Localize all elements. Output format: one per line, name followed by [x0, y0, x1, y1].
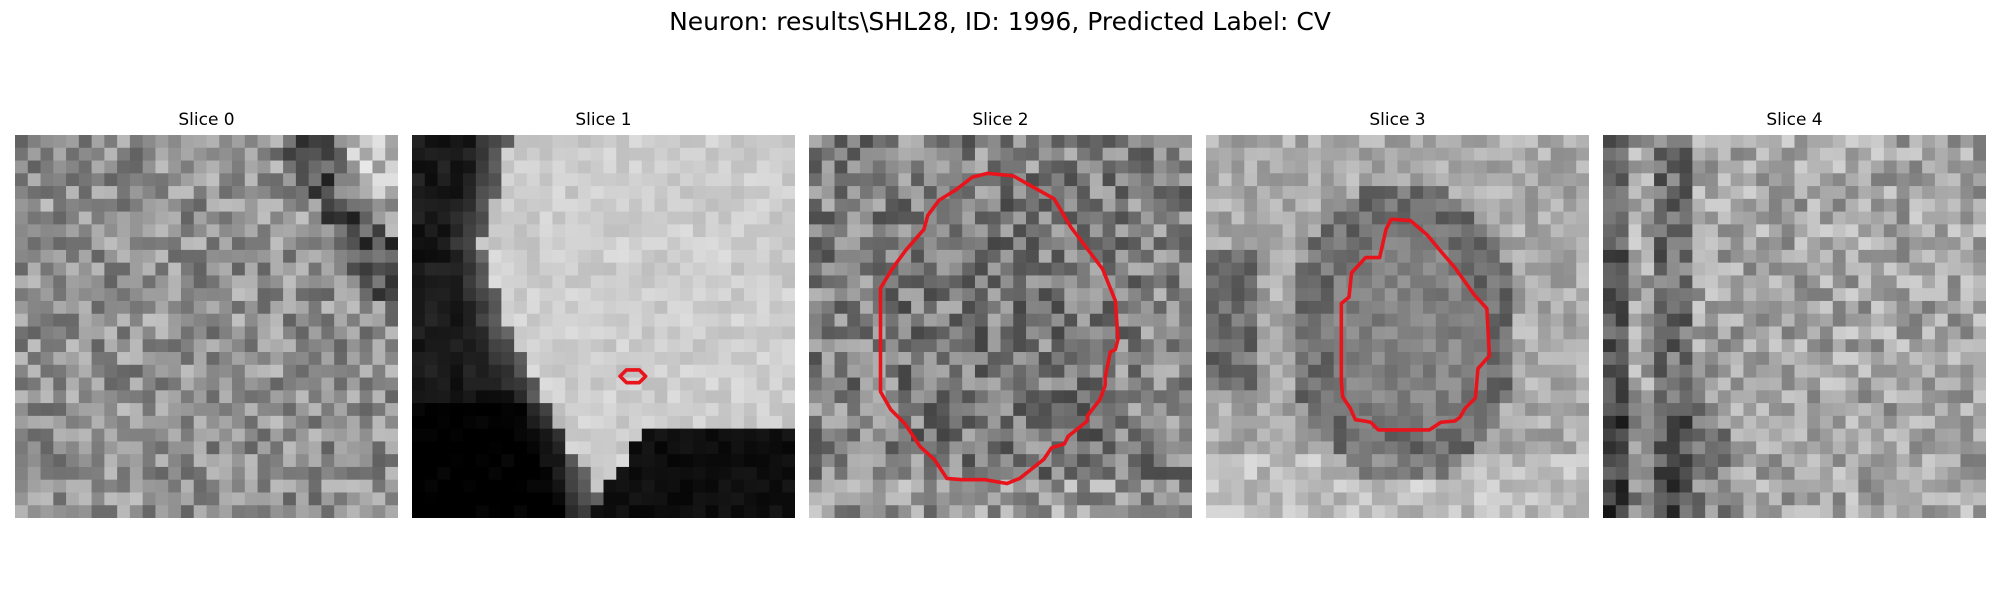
- figure-title: Neuron: results\SHL28, ID: 1996, Predict…: [669, 7, 1331, 36]
- panel-slice-4: Slice 4: [1603, 108, 1986, 518]
- slice-pixels: [412, 135, 795, 518]
- slice-0-title: Slice 0: [178, 110, 235, 130]
- panel-slice-2: Slice 2: [809, 108, 1192, 518]
- panel-slice-3: Slice 3: [1206, 108, 1589, 518]
- slice-pixels: [1603, 135, 1986, 518]
- slice-pixels: [809, 135, 1192, 518]
- slice-3-contour: [1339, 217, 1492, 432]
- slice-1-image: [412, 135, 795, 518]
- slice-0-image: [15, 135, 398, 518]
- slice-4-image: [1603, 135, 1986, 518]
- panel-slice-0: Slice 0: [15, 108, 398, 518]
- slice-3-title: Slice 3: [1369, 110, 1426, 130]
- slice-2-contour: [878, 171, 1120, 486]
- slice-pixels: [1206, 135, 1589, 518]
- slice-1-contour: [618, 368, 648, 385]
- slice-4-title: Slice 4: [1766, 110, 1823, 130]
- slice-3-image: [1206, 135, 1589, 518]
- slice-2-image: [809, 135, 1192, 518]
- slice-1-title: Slice 1: [575, 110, 632, 130]
- panel-slice-1: Slice 1: [412, 108, 795, 518]
- slice-pixels: [15, 135, 398, 518]
- slice-2-title: Slice 2: [972, 110, 1029, 130]
